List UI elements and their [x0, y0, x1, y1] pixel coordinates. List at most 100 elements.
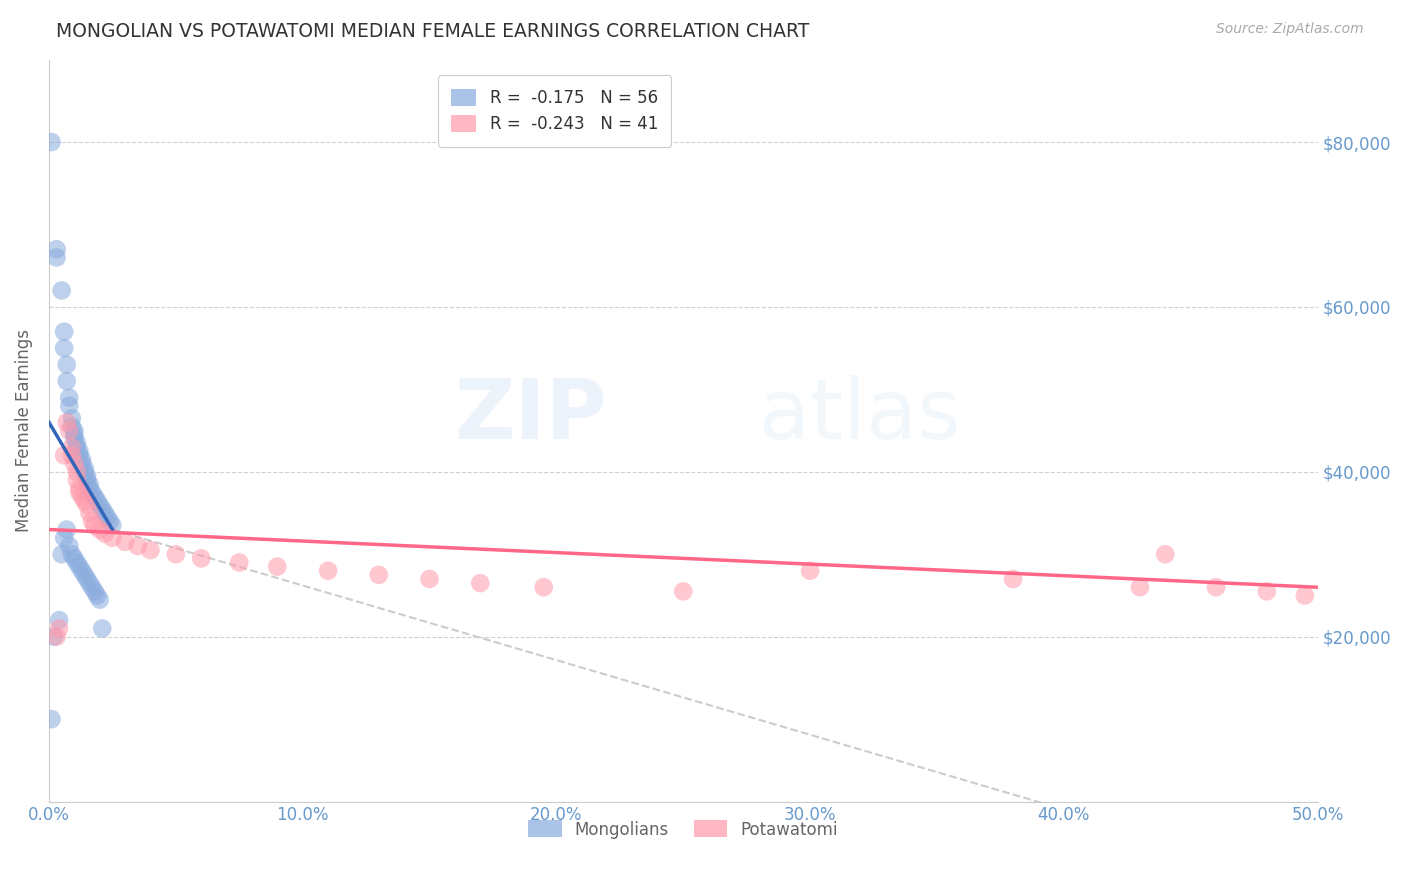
Point: [83, 584, 105, 599]
Point: [672, 584, 695, 599]
Point: [228, 556, 250, 570]
Point: [94, 506, 117, 520]
Point: [190, 551, 212, 566]
Text: Source: ZipAtlas.com: Source: ZipAtlas.com: [1216, 22, 1364, 37]
Point: [53, 325, 76, 339]
Point: [83, 518, 105, 533]
Point: [70, 564, 93, 578]
Point: [82, 580, 104, 594]
Point: [63, 432, 86, 446]
Text: MONGOLIAN VS POTAWATOMI MEDIAN FEMALE EARNINGS CORRELATION CHART: MONGOLIAN VS POTAWATOMI MEDIAN FEMALE EA…: [56, 22, 810, 41]
Point: [76, 572, 98, 586]
Point: [63, 551, 86, 566]
Point: [419, 572, 441, 586]
Point: [83, 490, 105, 504]
Point: [66, 436, 89, 450]
Point: [67, 448, 90, 462]
Point: [94, 526, 117, 541]
Legend: Mongolians, Potawatomi: Mongolians, Potawatomi: [522, 814, 845, 846]
Point: [1002, 572, 1025, 586]
Point: [82, 485, 104, 500]
Point: [60, 448, 83, 462]
Point: [60, 411, 83, 425]
Point: [48, 613, 70, 627]
Point: [58, 539, 80, 553]
Point: [73, 465, 96, 479]
Point: [76, 469, 98, 483]
Point: [266, 559, 288, 574]
Point: [67, 485, 90, 500]
Point: [66, 556, 89, 570]
Point: [66, 465, 89, 479]
Text: ZIP: ZIP: [454, 376, 607, 456]
Point: [86, 589, 108, 603]
Point: [533, 580, 555, 594]
Point: [53, 341, 76, 355]
Point: [127, 539, 149, 553]
Text: atlas: atlas: [759, 376, 962, 456]
Point: [53, 531, 76, 545]
Point: [82, 514, 104, 528]
Point: [1129, 580, 1152, 594]
Point: [41, 712, 63, 726]
Point: [51, 547, 73, 561]
Point: [1256, 584, 1278, 599]
Point: [165, 547, 187, 561]
Y-axis label: Median Female Earnings: Median Female Earnings: [15, 329, 32, 533]
Point: [67, 559, 90, 574]
Point: [55, 415, 77, 429]
Point: [58, 399, 80, 413]
Point: [91, 622, 114, 636]
Point: [55, 374, 77, 388]
Point: [101, 518, 124, 533]
Point: [79, 481, 101, 495]
Point: [89, 523, 111, 537]
Point: [79, 506, 101, 520]
Point: [799, 564, 821, 578]
Point: [76, 473, 98, 487]
Point: [114, 534, 136, 549]
Point: [67, 481, 90, 495]
Point: [76, 498, 98, 512]
Point: [58, 391, 80, 405]
Point: [51, 284, 73, 298]
Point: [139, 543, 162, 558]
Point: [45, 630, 67, 644]
Point: [66, 440, 89, 454]
Point: [70, 452, 93, 467]
Point: [98, 514, 121, 528]
Point: [60, 547, 83, 561]
Point: [73, 460, 96, 475]
Point: [89, 592, 111, 607]
Point: [367, 567, 389, 582]
Point: [73, 493, 96, 508]
Point: [70, 457, 93, 471]
Point: [48, 622, 70, 636]
Point: [1294, 589, 1316, 603]
Point: [67, 444, 90, 458]
Point: [58, 424, 80, 438]
Point: [89, 498, 111, 512]
Point: [45, 242, 67, 256]
Point: [79, 477, 101, 491]
Point: [73, 567, 96, 582]
Point: [96, 510, 118, 524]
Point: [1154, 547, 1177, 561]
Point: [86, 493, 108, 508]
Point: [53, 448, 76, 462]
Point: [63, 424, 86, 438]
Point: [45, 251, 67, 265]
Point: [42, 630, 65, 644]
Point: [55, 523, 77, 537]
Point: [60, 440, 83, 454]
Point: [91, 502, 114, 516]
Point: [79, 576, 101, 591]
Point: [63, 427, 86, 442]
Point: [60, 419, 83, 434]
Point: [101, 531, 124, 545]
Point: [55, 358, 77, 372]
Point: [1205, 580, 1227, 594]
Point: [316, 564, 339, 578]
Point: [41, 135, 63, 149]
Point: [470, 576, 492, 591]
